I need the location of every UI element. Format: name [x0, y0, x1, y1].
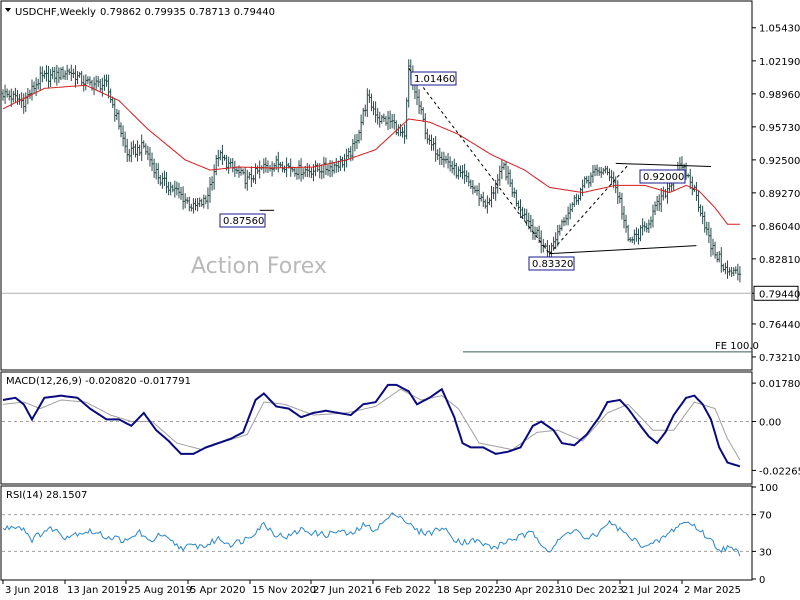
rsi-y-tick-label: 0 — [759, 575, 765, 586]
time-tick-label: 27 Jun 2021 — [313, 585, 373, 596]
rsi-panel-frame — [0, 485, 753, 581]
price-axis: 1.08650 1.05430 1.02190 0.98960 0.95730 0.925… — [752, 0, 800, 364]
ohlc-header: 0.79862 0.79935 0.78713 0.79440 — [100, 7, 275, 18]
price-y-tick-label: 1.05430 — [759, 24, 800, 35]
time-tick-label: 21 Jul 2024 — [622, 585, 679, 596]
rsi-line — [2, 512, 741, 557]
rsi-title: RSI(14) 28.1507 — [6, 490, 87, 501]
time-tick-label: 15 Nov 2020 — [252, 585, 316, 596]
rsi-axis: 100 70 30 0 — [752, 483, 778, 586]
annotation-high-2-box — [639, 169, 686, 184]
last-price-box — [753, 285, 799, 301]
annotation-low-2-text: 0.83320 — [532, 259, 573, 270]
price-y-tick-label: 0.86040 — [759, 222, 800, 233]
rsi-lines — [2, 512, 741, 557]
annotation-high-1-text: 1.01460 — [414, 74, 455, 85]
macd-lines — [2, 383, 741, 468]
time-tick-label: 3 Jun 2018 — [5, 585, 59, 596]
time-tick-label: 5 Apr 2020 — [190, 585, 245, 596]
dashed-retracement-line — [408, 68, 550, 254]
macd-panel-frame — [0, 371, 753, 485]
price-y-tick-label: 0.76440 — [759, 320, 800, 331]
price-panel-frame — [0, 0, 753, 371]
annotation-low-2-box — [528, 256, 575, 271]
time-tick-label: 18 Sep 2022 — [437, 585, 500, 596]
price-moving-average — [2, 84, 740, 225]
symbol-title: USDCHF,Weekly — [15, 7, 96, 18]
price-y-tick-label: 1.08650 — [759, 0, 800, 2]
price-y-tick-label: 0.79440 — [759, 289, 800, 300]
fe-level-label: FE 100.0 — [715, 341, 759, 352]
price-y-tick-label: 1.02190 — [759, 57, 800, 68]
resistance-line — [615, 162, 711, 167]
price-y-tick-label: 0.95730 — [759, 123, 800, 134]
time-tick-label: 30 Apr 2023 — [499, 585, 561, 596]
price-y-tick-label: 0.73210 — [759, 353, 800, 364]
price-annotations: 1.01460 0.87560 0.83320 0.92000 — [219, 71, 686, 271]
price-y-tick-label: 0.82810 — [759, 255, 800, 266]
rsi-grid — [2, 514, 752, 552]
dashed-projection-line — [549, 164, 629, 254]
time-tick-label: 10 Dec 2023 — [560, 585, 624, 596]
price-y-tick-label: 0.98960 — [759, 90, 800, 101]
price-trendlines: FE 100.0 — [259, 68, 759, 353]
rsi-y-tick-label: 70 — [759, 511, 772, 522]
time-tick-label: 13 Jan 2019 — [67, 585, 127, 596]
annotation-high-1-box — [410, 71, 457, 86]
annotation-high-2-text: 0.92000 — [643, 172, 684, 183]
time-tick-label: 6 Feb 2022 — [375, 585, 431, 596]
time-tick-label: 2 Mar 2025 — [684, 585, 741, 596]
price-y-tick-label: 0.92500 — [759, 156, 800, 167]
macd-signal-line — [2, 388, 741, 461]
dropdown-triangle-icon[interactable] — [5, 8, 11, 12]
time-tick-label: 25 Aug 2019 — [128, 585, 192, 596]
macd-title: MACD(12,26,9) -0.020820 -0.017791 — [6, 376, 191, 387]
macd-y-tick-label: -0.022659 — [759, 466, 800, 477]
price-y-tick-label: 0.89270 — [759, 189, 800, 200]
watermark-text: Action Forex — [191, 254, 327, 279]
support-trendline — [549, 245, 697, 255]
annotation-low-1-box — [219, 213, 266, 228]
macd-line — [2, 383, 741, 468]
macd-axis: 0.017809 0.00 -0.022659 — [752, 379, 800, 477]
rsi-y-tick-label: 100 — [759, 483, 778, 494]
rsi-y-tick-label: 30 — [759, 547, 772, 558]
annotation-low-1-text: 0.87560 — [223, 216, 264, 227]
moving-average-line — [2, 84, 740, 225]
macd-y-tick-label: 0.00 — [759, 418, 781, 429]
macd-y-tick-label: 0.017809 — [759, 379, 800, 390]
